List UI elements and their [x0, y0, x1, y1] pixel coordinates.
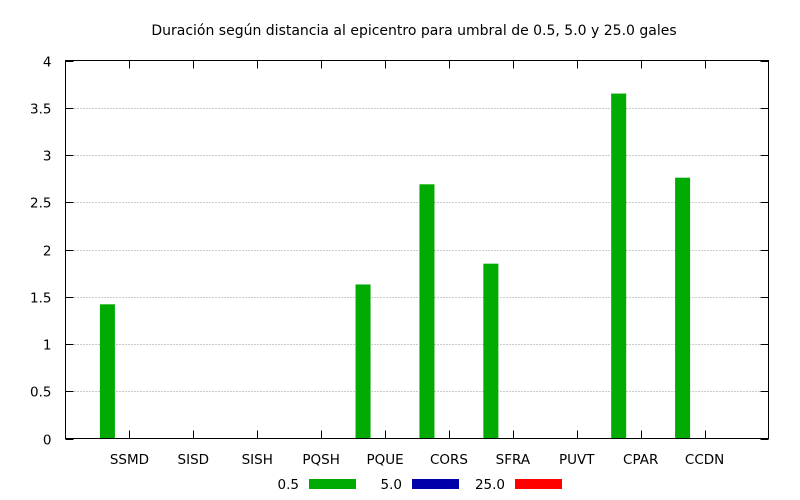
y-tick-label: 1.5	[30, 291, 51, 307]
bar	[611, 93, 627, 439]
x-tick-label: CPAR	[623, 452, 658, 468]
bar	[675, 177, 691, 439]
legend-label: 25.0	[475, 477, 505, 493]
x-tick-label: CORS	[430, 452, 468, 468]
x-tick-label: SSMD	[110, 452, 149, 468]
bar	[355, 284, 371, 439]
bars	[99, 93, 691, 439]
bar	[483, 263, 499, 439]
y-axis: 0 0.5 1 1.5 2 2.5 3 3.5 4	[30, 55, 769, 449]
legend-swatch	[515, 479, 562, 489]
y-tick-label: 1	[43, 338, 52, 354]
bar	[99, 304, 115, 439]
legend-label: 0.5	[278, 477, 299, 493]
x-tick-label: SISD	[178, 452, 210, 468]
y-tick-label: 0.5	[30, 385, 51, 401]
x-tick-label: PQUE	[366, 452, 403, 468]
x-tick-label: SISH	[242, 452, 273, 468]
y-tick-label: 2.5	[30, 196, 51, 212]
y-tick-label: 2	[43, 244, 52, 260]
x-tick-label: PQSH	[302, 452, 340, 468]
bar	[419, 184, 435, 439]
legend-swatch	[309, 479, 356, 489]
x-tick-label: SFRA	[496, 452, 531, 468]
chart-title: Duración según distancia al epicentro pa…	[151, 23, 676, 39]
legend-label: 5.0	[381, 477, 402, 493]
x-tick-label: CCDN	[685, 452, 724, 468]
y-tick-label: 3	[43, 149, 52, 165]
y-tick-label: 4	[43, 55, 52, 71]
legend-swatch	[412, 479, 459, 489]
grid-lines	[65, 108, 769, 392]
x-tick-label: PUVT	[559, 452, 595, 468]
plot-frame	[65, 60, 769, 439]
x-axis: SSMD SISD SISH PQSH PQUE CORS SFRA PUVT CPAR CCDN	[110, 60, 724, 468]
y-tick-label: 3.5	[30, 102, 51, 118]
y-tick-label: 0	[43, 433, 52, 449]
legend: 0.5 5.0 25.0	[278, 477, 562, 493]
